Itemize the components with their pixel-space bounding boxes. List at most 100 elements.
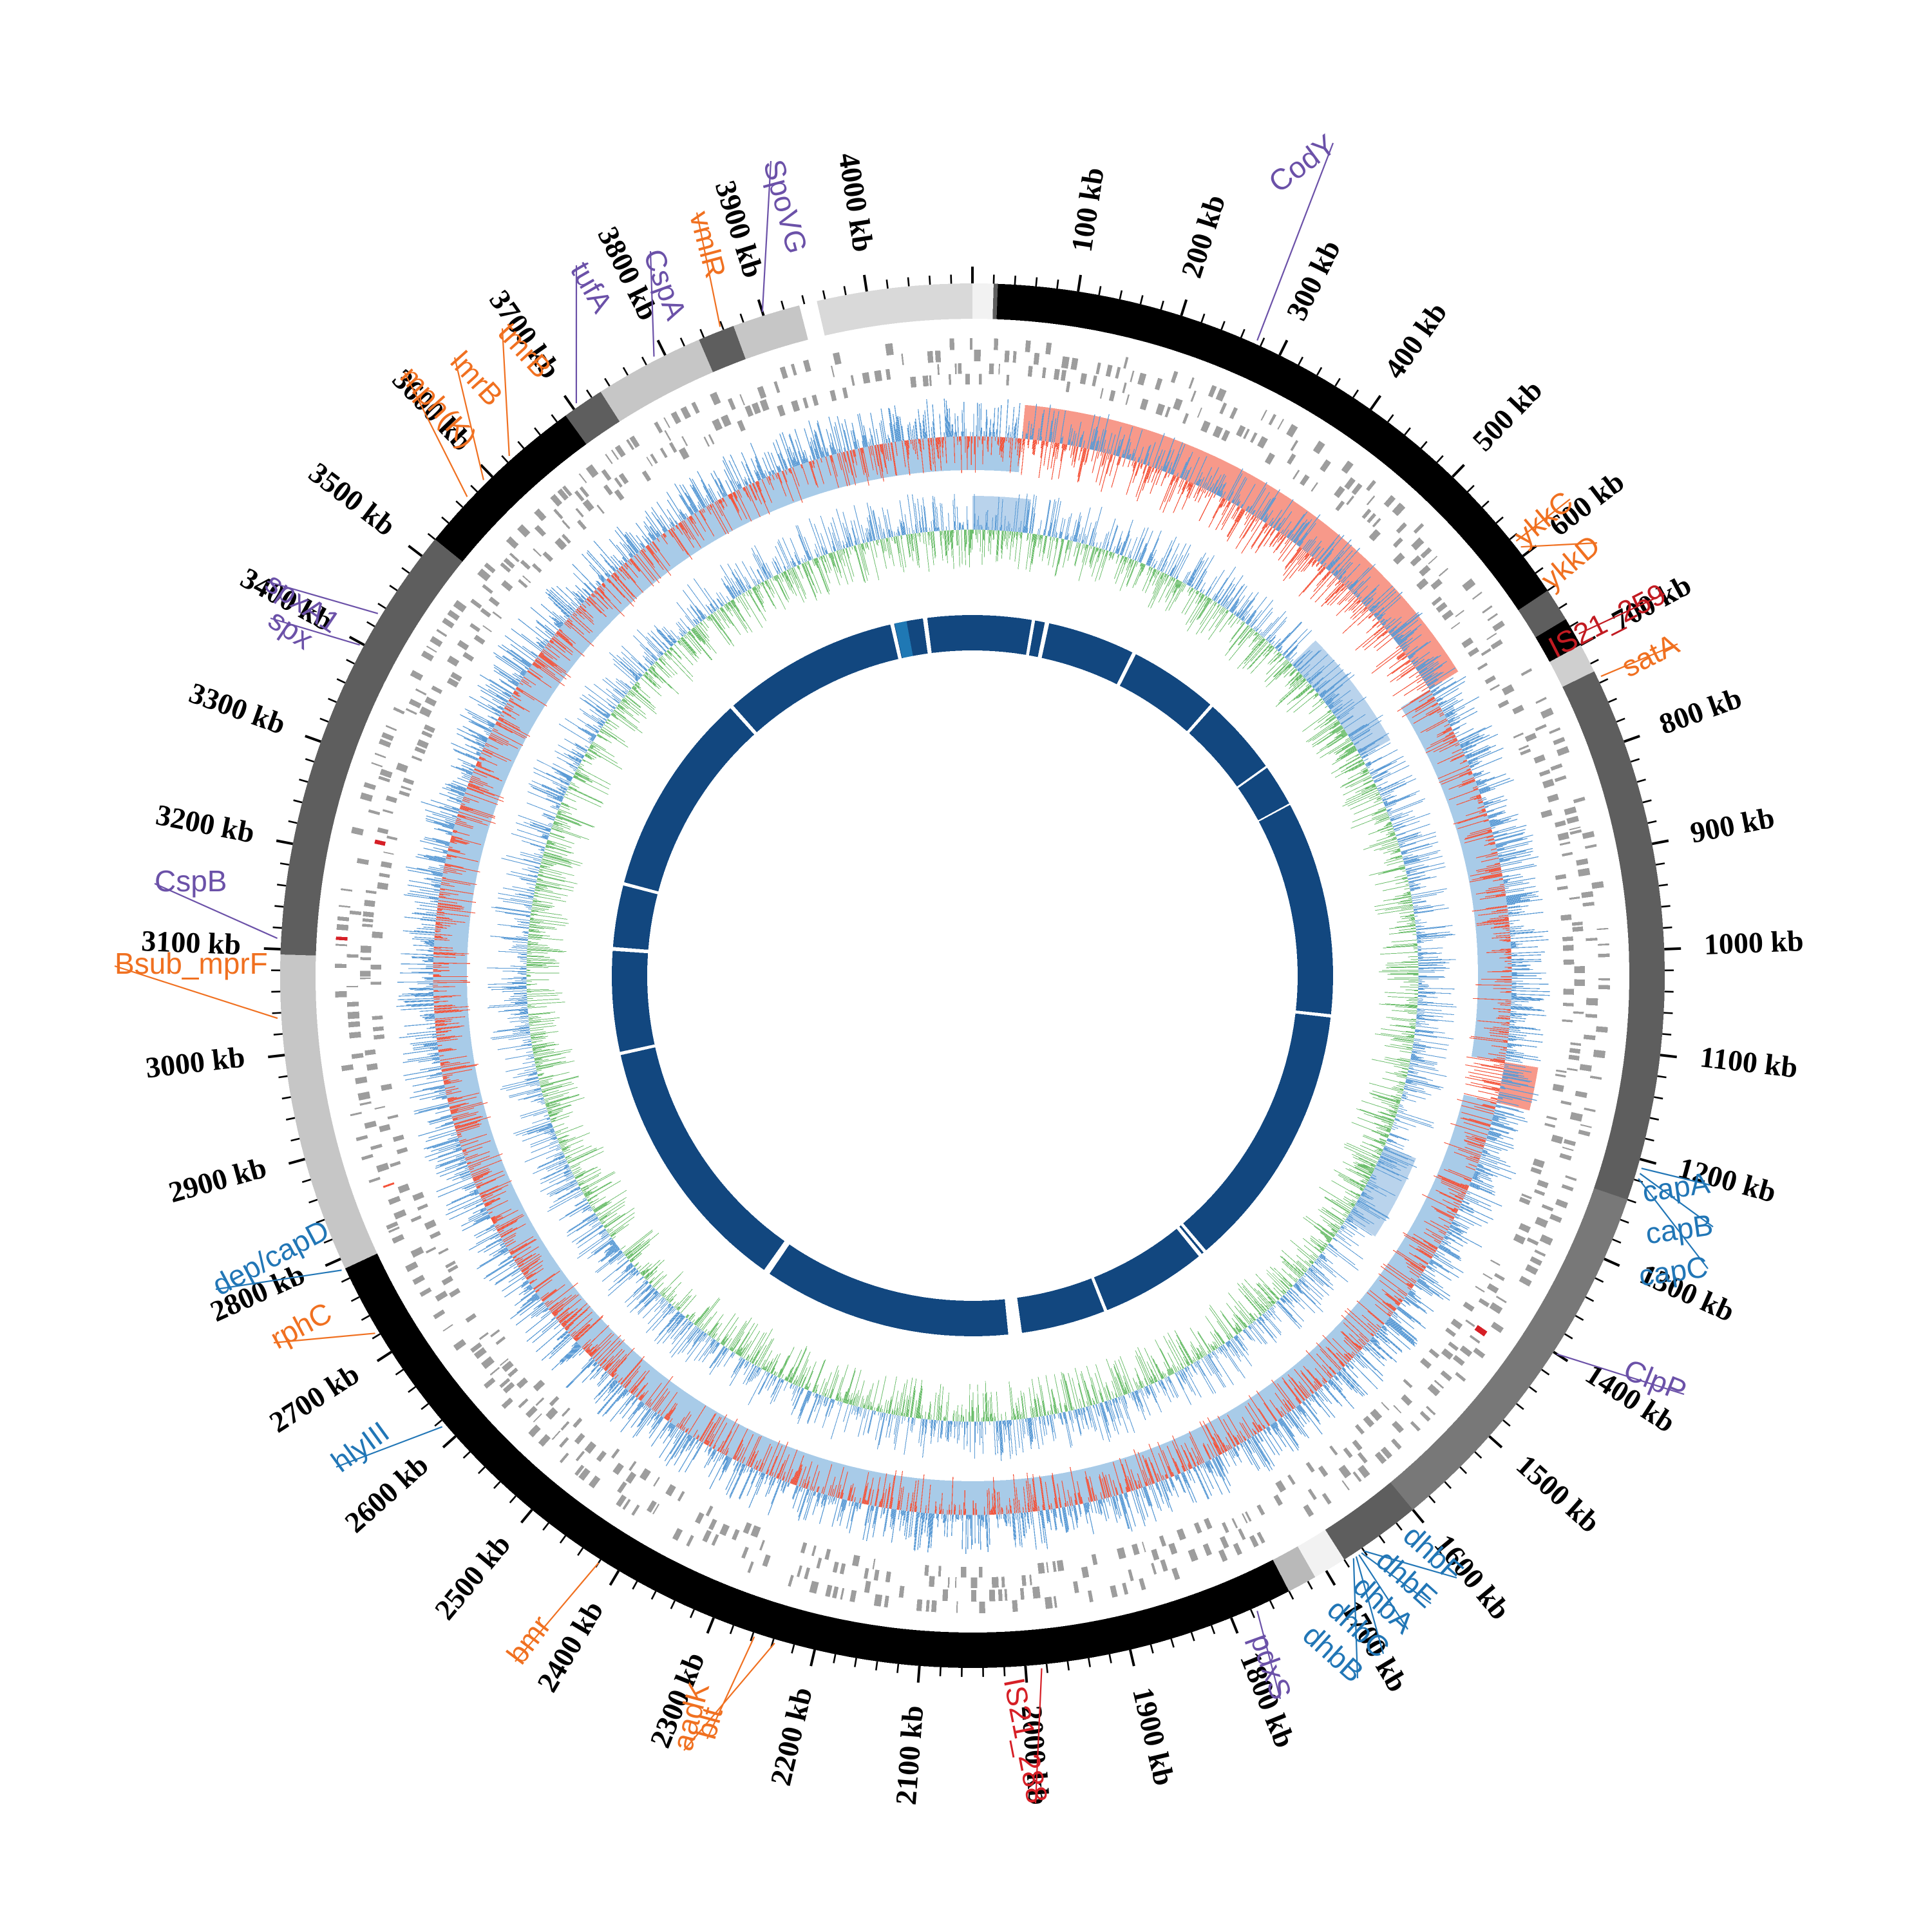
gc-skew-spike bbox=[1490, 822, 1504, 827]
gc-skew-spike bbox=[1504, 881, 1523, 886]
gc-skew-spike bbox=[1362, 628, 1386, 648]
gc-skew-spike bbox=[1464, 831, 1493, 840]
axis-tick bbox=[1459, 1466, 1468, 1474]
cds-feature bbox=[732, 1529, 740, 1540]
contig-block bbox=[1273, 1546, 1316, 1591]
axis-tick bbox=[1599, 678, 1609, 684]
gc-skew-spike bbox=[1278, 511, 1293, 532]
gc-skew-spike bbox=[1338, 591, 1352, 605]
gc-skew-spike bbox=[425, 967, 433, 969]
axis-tick bbox=[706, 1617, 715, 1634]
gc-skew-spike bbox=[1150, 469, 1160, 494]
axis-tick bbox=[928, 275, 931, 285]
cds-feature bbox=[991, 1577, 999, 1588]
gc-skew-spike bbox=[1507, 956, 1512, 958]
cds-feature bbox=[545, 1407, 558, 1420]
gc-skew-spike bbox=[1286, 530, 1293, 538]
gc-skew-spike bbox=[1283, 549, 1304, 576]
cds-feature bbox=[708, 434, 715, 445]
gc-skew-spike bbox=[1498, 914, 1509, 917]
gc-skew-spike bbox=[1496, 846, 1503, 849]
axis-tick bbox=[916, 1665, 921, 1683]
cds-feature bbox=[1065, 381, 1071, 393]
gc-skew-spike bbox=[1202, 467, 1213, 488]
cds-feature bbox=[626, 439, 634, 450]
gc-skew-spike bbox=[979, 1515, 980, 1519]
gc-skew-spike bbox=[1155, 449, 1163, 469]
gc-skew-spike bbox=[1363, 597, 1370, 605]
gc-skew-spike bbox=[1400, 637, 1414, 648]
gc-skew-spike bbox=[1488, 841, 1495, 844]
cds-feature bbox=[1383, 495, 1396, 507]
gc-skew-spike bbox=[1204, 489, 1207, 494]
cds-feature bbox=[1489, 1302, 1503, 1314]
cds-feature bbox=[1197, 407, 1202, 418]
gc-skew-spike bbox=[1415, 699, 1436, 713]
gc-skew-spike bbox=[1220, 499, 1226, 508]
gc-skew-spike bbox=[1312, 546, 1321, 557]
gc-skew-spike bbox=[961, 1515, 963, 1521]
cds-feature bbox=[1053, 1596, 1057, 1608]
cds-feature bbox=[350, 1112, 362, 1117]
gc-skew-spike bbox=[1492, 878, 1504, 882]
gc-skew-spike bbox=[1179, 462, 1188, 478]
gc-skew-spike bbox=[1306, 540, 1316, 553]
cds-feature bbox=[1585, 844, 1597, 849]
gc-skew-spike bbox=[1140, 463, 1142, 468]
axis-tick bbox=[1160, 300, 1164, 310]
gc-skew-spike bbox=[1511, 959, 1542, 961]
axis-tick bbox=[1278, 339, 1289, 356]
axis-tick bbox=[348, 636, 365, 647]
gc-skew-spike bbox=[1023, 439, 1025, 446]
gc-skew-spike bbox=[1127, 455, 1130, 460]
gc-skew-spike bbox=[1053, 442, 1057, 457]
cds-feature bbox=[1469, 1334, 1481, 1344]
gc-skew-spike bbox=[1158, 469, 1160, 474]
gc-skew-spike bbox=[1445, 706, 1465, 718]
cds-feature bbox=[528, 1425, 541, 1437]
gc-skew-spike bbox=[1507, 958, 1512, 960]
cds-feature bbox=[970, 338, 972, 350]
cds-feature bbox=[1188, 377, 1195, 389]
cds-feature bbox=[501, 1397, 513, 1409]
gc-skew-spike bbox=[1436, 728, 1453, 738]
gc-skew-spike bbox=[1101, 453, 1106, 467]
cds-feature bbox=[1564, 806, 1577, 815]
gc-skew-spike bbox=[1508, 913, 1520, 915]
gc-skew-spike bbox=[1116, 457, 1120, 466]
gc-skew-spike bbox=[1033, 440, 1036, 455]
cds-feature bbox=[1070, 357, 1079, 370]
cds-feature bbox=[441, 1275, 453, 1286]
gc-skew-spike bbox=[1054, 411, 1059, 443]
cds-feature bbox=[359, 1101, 372, 1106]
cds-feature bbox=[357, 1091, 371, 1101]
cds-feature bbox=[680, 406, 692, 420]
cds-feature bbox=[575, 1450, 585, 1462]
cds-feature bbox=[484, 562, 496, 574]
axis-tick bbox=[1640, 1157, 1657, 1165]
gc-skew-spike bbox=[1209, 487, 1212, 491]
cds-feature bbox=[433, 1309, 446, 1320]
cds-feature bbox=[1238, 1528, 1246, 1540]
gc-skew-spike bbox=[1506, 895, 1527, 899]
gc-skew-spike bbox=[1480, 788, 1495, 795]
gc-skew-spike bbox=[967, 436, 969, 450]
gc-skew-spike bbox=[1352, 607, 1367, 620]
gc-skew-spike bbox=[1379, 618, 1385, 623]
gc-skew-spike bbox=[1402, 656, 1408, 661]
gc-skew-spike bbox=[1421, 687, 1428, 692]
gc-skew-spike bbox=[1213, 486, 1218, 494]
axis-tick bbox=[622, 366, 629, 376]
gc-skew-spike bbox=[998, 437, 999, 446]
gc-skew-spike bbox=[1494, 833, 1524, 842]
cds-feature bbox=[901, 354, 904, 366]
gc-skew-spike bbox=[1479, 788, 1491, 793]
axis-tick bbox=[1170, 1638, 1175, 1648]
cds-feature bbox=[506, 536, 519, 549]
cds-feature bbox=[378, 739, 392, 748]
cds-feature bbox=[663, 417, 670, 428]
gc-skew-spike bbox=[1495, 894, 1506, 897]
gc-skew-spike bbox=[990, 431, 992, 437]
cds-feature bbox=[1249, 432, 1258, 443]
cds-feature bbox=[1168, 1542, 1178, 1555]
